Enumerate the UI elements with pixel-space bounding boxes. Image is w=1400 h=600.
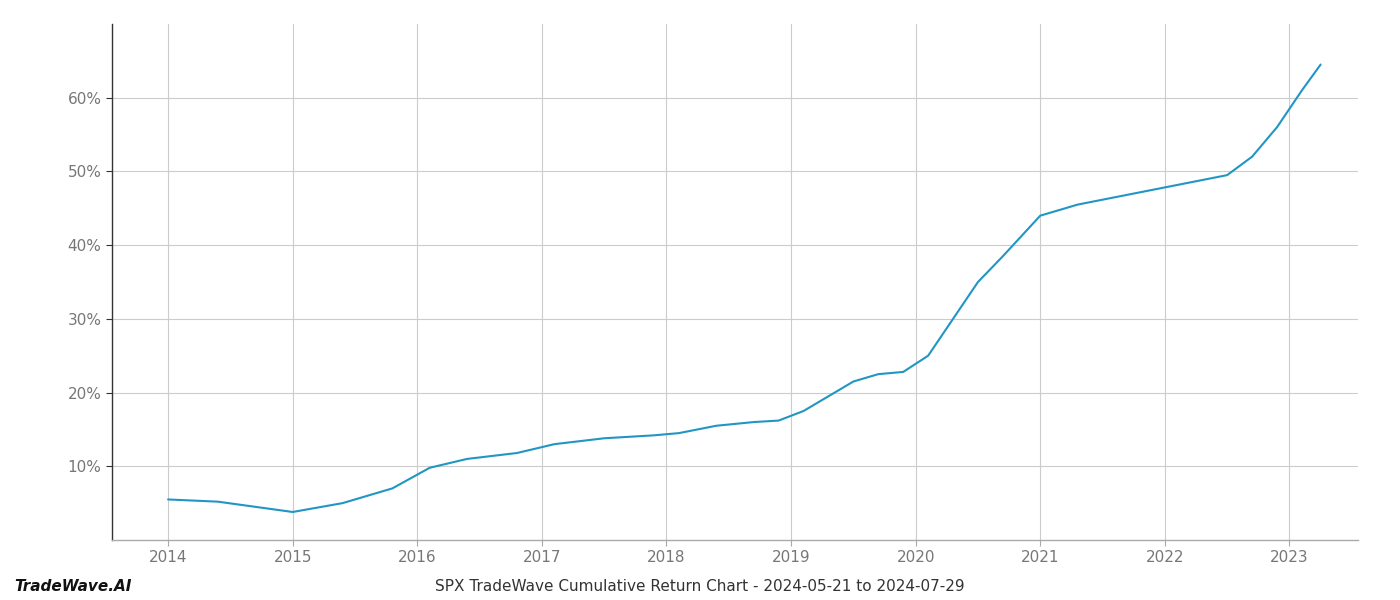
Text: SPX TradeWave Cumulative Return Chart - 2024-05-21 to 2024-07-29: SPX TradeWave Cumulative Return Chart - …	[435, 579, 965, 594]
Text: TradeWave.AI: TradeWave.AI	[14, 579, 132, 594]
